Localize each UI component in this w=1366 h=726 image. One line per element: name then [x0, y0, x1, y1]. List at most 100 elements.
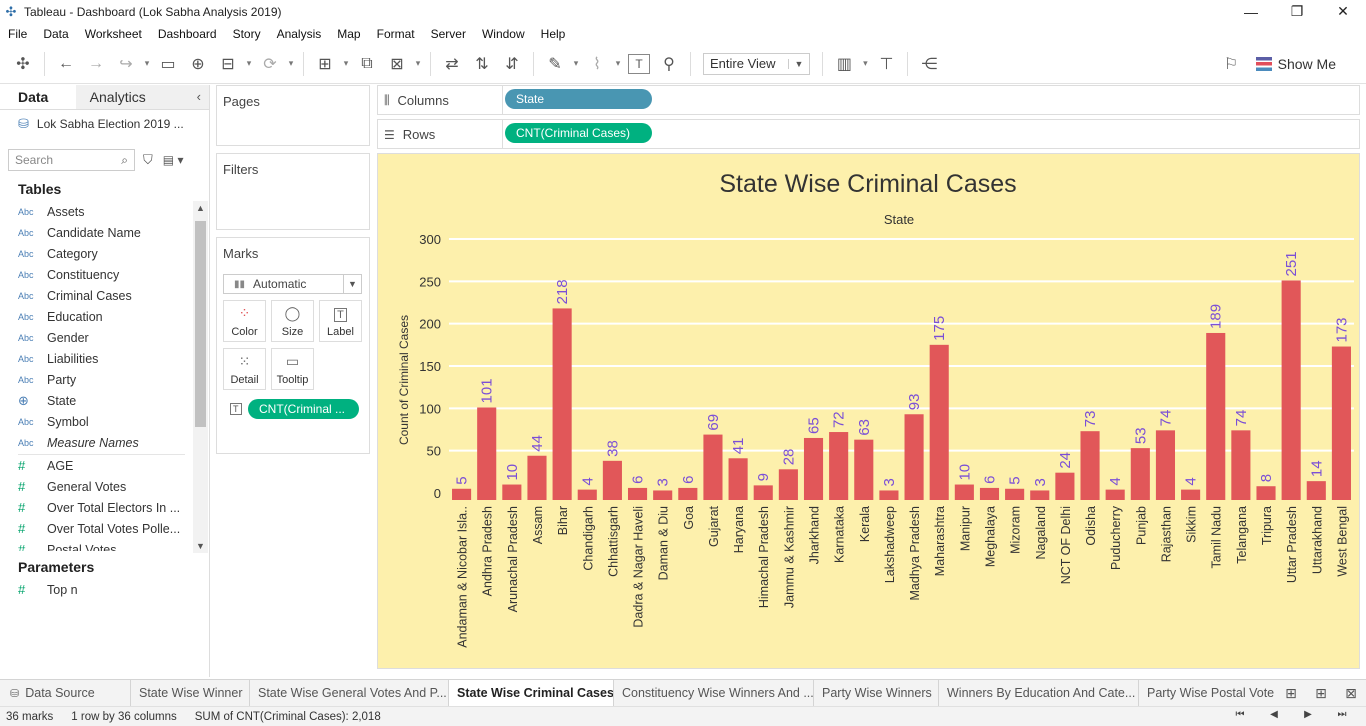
detail-button[interactable]: ⁙ Detail — [223, 348, 266, 390]
bar-mark[interactable] — [1080, 431, 1100, 500]
bar-mark[interactable] — [678, 487, 698, 500]
highlight-icon[interactable]: ✎ — [548, 55, 562, 73]
field-item[interactable]: # Postal Votes — [0, 539, 193, 551]
tooltip-button[interactable]: ▭ Tooltip — [271, 348, 314, 390]
columns-pill-state[interactable]: State — [505, 89, 652, 109]
bar-mark[interactable] — [1005, 488, 1025, 500]
menu-data[interactable]: Data — [43, 26, 69, 41]
presentation-mode-icon[interactable]: ⊤ — [879, 55, 894, 73]
bar-mark[interactable] — [728, 458, 748, 500]
new-worksheet-tab-icon[interactable]: ⊞ — [1285, 684, 1297, 701]
bar-mark[interactable] — [1231, 430, 1251, 500]
refresh-icon[interactable]: ⟳ — [263, 55, 277, 73]
field-item[interactable]: # AGE — [0, 455, 193, 476]
bar-mark[interactable] — [979, 487, 1000, 500]
new-story-tab-icon[interactable]: ⊠ — [1345, 684, 1357, 701]
bar-mark[interactable] — [1105, 489, 1125, 500]
bar-mark[interactable] — [954, 484, 974, 500]
tab-sheet[interactable]: State Wise Winner — [131, 680, 250, 706]
bar-mark[interactable] — [1055, 472, 1075, 500]
bar-mark[interactable] — [1030, 490, 1050, 500]
datasource-item[interactable]: ⛁ Lok Sabha Election 2019 ... — [0, 110, 209, 138]
last-sheet-icon[interactable]: ⏭ — [1337, 709, 1347, 720]
replay-icon[interactable]: ↪ — [119, 55, 133, 73]
field-list-scrollbar[interactable]: ▲ ▼ — [193, 201, 208, 553]
field-item[interactable]: ⊕ State — [0, 390, 193, 411]
chart-panel[interactable]: State Wise Criminal Cases State Count of… — [377, 153, 1360, 669]
size-button[interactable]: ◯ Size — [271, 300, 314, 342]
field-item[interactable]: Abc Assets — [0, 201, 193, 222]
refresh-dropdown-icon[interactable]: ▾ — [288, 58, 294, 68]
minimize-icon[interactable]: — — [1244, 3, 1258, 20]
menu-analysis[interactable]: Analysis — [276, 26, 322, 41]
bar-mark[interactable] — [577, 489, 597, 500]
bar-mark[interactable] — [854, 439, 874, 500]
scroll-thumb[interactable] — [195, 221, 206, 427]
bar-mark[interactable] — [1306, 481, 1326, 500]
bar-mark[interactable] — [1256, 486, 1276, 500]
bar-mark[interactable] — [929, 344, 949, 500]
undo-icon[interactable]: ← — [58, 54, 74, 72]
field-item[interactable]: Abc Measure Names — [0, 432, 193, 453]
bar-mark[interactable] — [778, 469, 798, 500]
scroll-down-icon[interactable]: ▼ — [196, 541, 205, 551]
show-me-button[interactable]: Show Me — [1255, 50, 1336, 78]
bar-chart[interactable]: State Wise Criminal Cases State Count of… — [378, 154, 1359, 668]
swap-rows-columns-icon[interactable]: ⇄ — [445, 55, 459, 73]
show-cards-icon[interactable]: ▥ — [836, 55, 852, 73]
show-cards-dropdown-icon[interactable]: ▾ — [863, 58, 868, 68]
replay-dropdown-icon[interactable]: ▾ — [144, 58, 150, 68]
new-datasource-icon[interactable]: ⊕ — [191, 55, 205, 73]
close-icon[interactable]: ✕ — [1337, 3, 1349, 19]
menu-format[interactable]: Format — [376, 26, 415, 41]
bar-mark[interactable] — [627, 487, 648, 500]
tab-data-source[interactable]: ⛁ Data Source — [0, 680, 131, 706]
tab-sheet[interactable]: Constituency Wise Winners And ... — [614, 680, 814, 706]
tab-sheet-active[interactable]: State Wise Criminal Cases — [449, 680, 614, 706]
menu-dashboard[interactable]: Dashboard — [157, 26, 217, 41]
bar-mark[interactable] — [552, 308, 572, 500]
highlight-dropdown-icon[interactable]: ▾ — [573, 58, 579, 68]
bar-mark[interactable] — [829, 432, 849, 500]
next-sheet-icon[interactable]: ▶ — [1304, 709, 1312, 720]
redo-icon[interactable]: → — [88, 54, 104, 72]
field-item[interactable]: Abc Criminal Cases — [0, 285, 193, 306]
sort-ascending-icon[interactable]: ⇅ — [475, 55, 489, 73]
bar-mark[interactable] — [1130, 448, 1150, 500]
menu-story[interactable]: Story — [232, 26, 261, 41]
field-item[interactable]: Abc Symbol — [0, 411, 193, 432]
field-item[interactable]: # General Votes — [0, 476, 193, 497]
menu-window[interactable]: Window — [481, 26, 525, 41]
tab-data[interactable]: Data — [0, 85, 76, 109]
bar-mark[interactable] — [502, 484, 522, 500]
tableau-home-icon[interactable]: ✣ — [16, 55, 30, 73]
menu-file[interactable]: File — [8, 26, 28, 41]
clear-sheet-icon[interactable]: ⊠ — [390, 55, 404, 73]
field-item[interactable]: Abc Candidate Name — [0, 222, 193, 243]
pages-card[interactable]: Pages — [216, 85, 370, 146]
field-item[interactable]: # Over Total Electors In ... — [0, 497, 193, 518]
field-item[interactable]: Abc Constituency — [0, 264, 193, 285]
fit-select[interactable]: Entire View ▼ — [703, 52, 811, 75]
field-item[interactable]: Abc Liabilities — [0, 348, 193, 369]
rows-pill-criminal-cases[interactable]: CNT(Criminal Cases) — [505, 123, 652, 143]
color-button[interactable]: ⁘ Color — [223, 300, 266, 342]
fix-axes-icon[interactable]: ⚲ — [663, 55, 675, 73]
share-icon[interactable]: ⋲ — [921, 55, 938, 73]
bar-mark[interactable] — [1155, 430, 1176, 500]
bar-mark[interactable] — [1181, 489, 1201, 500]
filters-card[interactable]: Filters — [216, 153, 370, 230]
bar-mark[interactable] — [1281, 280, 1301, 500]
menu-help[interactable]: Help — [540, 26, 566, 41]
parameter-item[interactable]: # Top n — [0, 579, 193, 600]
bar-mark[interactable] — [1331, 346, 1351, 500]
view-options-icon[interactable]: ▤ ▾ — [162, 153, 184, 167]
search-input[interactable]: Search ⌕ — [8, 149, 135, 171]
new-worksheet-icon[interactable]: ⊞ — [318, 55, 332, 73]
duplicate-icon[interactable]: ⧉ — [361, 54, 373, 72]
prev-sheet-icon[interactable]: ◀ — [1270, 709, 1278, 720]
new-worksheet-dropdown-icon[interactable]: ▾ — [343, 58, 349, 68]
mark-type-select[interactable]: ▮▮ Automatic ▼ — [223, 274, 362, 294]
field-item[interactable]: Abc Education — [0, 306, 193, 327]
field-item[interactable]: # Over Total Votes Polle... — [0, 518, 193, 539]
